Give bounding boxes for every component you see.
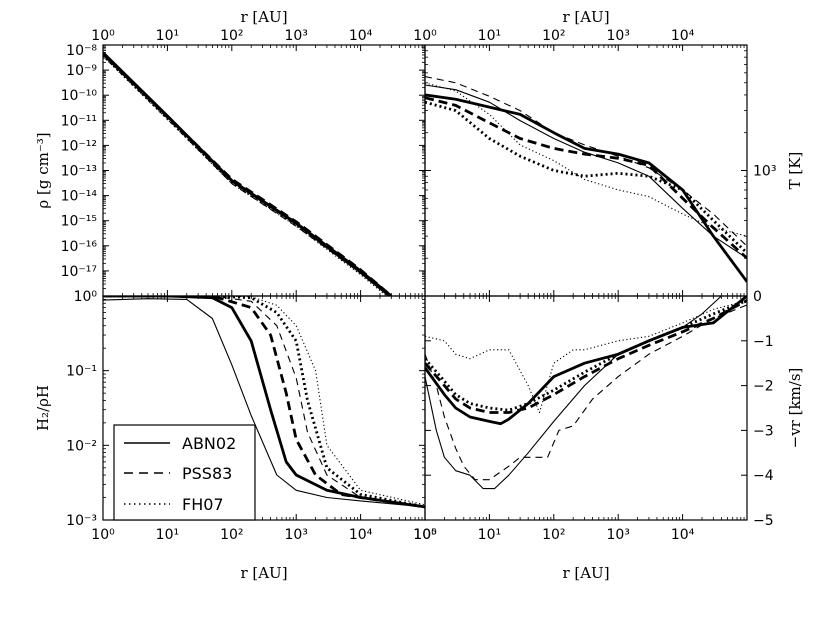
velocity-series-fh07-thin: [425, 299, 747, 414]
h2-fraction-series-pss83-thick: [103, 296, 425, 509]
density-series-pss83-thick: [103, 52, 393, 296]
density-y-tick-label: 10⁻¹⁶: [61, 239, 98, 255]
density-series-group: [103, 51, 393, 296]
velocity-series-fh07-thick: [425, 299, 747, 412]
temperature-series-abn02-thin: [425, 84, 747, 259]
legend-label-pss83: PSS83: [182, 464, 232, 483]
density-y-tick-label: 10⁻¹⁴: [61, 189, 98, 205]
velocity-series-abn02-thin: [425, 296, 747, 490]
temperature-x-top-axis-label: r [AU]: [562, 8, 609, 26]
temperature-frame: [424, 44, 748, 297]
velocity-x-tick-label: 10⁴: [671, 527, 695, 543]
density-series-abn02-thick: [103, 51, 393, 296]
h2-fraction-y-tick-label: 10⁻³: [66, 513, 97, 529]
velocity-series-abn02-thick: [425, 296, 747, 426]
h2-fraction-x-tick-label: 10⁴: [349, 527, 373, 543]
density-y-tick-label: 10⁻¹⁰: [61, 88, 98, 104]
temperature-x-top-tick-label: 10³: [606, 28, 629, 44]
velocity-series-group: [425, 296, 747, 490]
velocity-y-tick-label: 0: [753, 289, 762, 305]
h2-fraction-series-group: [103, 296, 425, 509]
temperature-y-tick-label: 10³: [753, 164, 776, 180]
density-y-tick-label: 10⁻¹¹: [61, 113, 97, 129]
density-x-top-tick-label: 10⁰: [91, 28, 115, 44]
density-y-tick-label: 10⁻¹⁵: [61, 214, 97, 230]
h2-fraction-x-tick-label: 10²: [220, 527, 243, 543]
density-y-tick-label: 10⁻⁹: [66, 63, 97, 79]
velocity-y-tick-label: −1: [753, 334, 774, 350]
velocity-x-tick-label: 10¹: [478, 527, 501, 543]
temperature-x-top-tick-label: 10²: [542, 28, 565, 44]
temperature-series-pss83-thick: [425, 96, 747, 260]
velocity-x-tick-label: 10³: [606, 527, 629, 543]
velocity-x-tick-label: 10²: [542, 527, 565, 543]
legend-label-fh07: FH07: [182, 495, 224, 514]
density-y-axis-label: ρ [g cm⁻³]: [34, 132, 52, 208]
h2-fraction-x-tick-label: 10⁵: [413, 527, 436, 543]
density-y-tick-label: 10⁻¹³: [61, 164, 97, 180]
legend: ABN02 PSS83 FH07: [113, 424, 256, 521]
temperature-series-fh07-thick: [425, 100, 747, 255]
h2-fraction-series-fh07-thick: [103, 296, 425, 509]
plots: 10⁰ 10¹ 10² 10³ 10⁴ 10⁻⁸ 10⁻⁹ 10⁻¹⁰ 10⁻¹¹ 10⁻¹² 10…: [34, 8, 804, 582]
density-series-fh07-thin: [103, 56, 388, 296]
velocity-x-tick-label: 10⁰: [413, 527, 437, 543]
temperature-series-abn02-thick: [425, 93, 747, 283]
h2-fraction-series-abn02-thin: [103, 298, 425, 508]
h2-fraction-series-pss83-thin: [103, 296, 425, 508]
h2-fraction-x-tick-label: 10³: [284, 527, 307, 543]
h2-fraction-y-axis-label: H₂/ρH: [34, 385, 52, 431]
density-y-tick-label: 10⁻¹⁷: [61, 264, 97, 280]
h2-fraction-series-fh07-thin: [103, 296, 425, 506]
velocity-y-tick-label: −3: [753, 423, 774, 439]
density-x-top-tick-label: 10³: [284, 28, 307, 44]
density-x-top-tick-label: 10⁴: [349, 28, 373, 44]
velocity-series-pss83-thin: [425, 304, 747, 481]
velocity-y-tick-label: −2: [753, 379, 774, 395]
temperature-x-top-tick-label: 10⁰: [413, 28, 437, 44]
h2-fraction-series-abn02-thick: [103, 296, 425, 509]
density-x-top-tick-label: 10²: [220, 28, 243, 44]
velocity-y-tick-label: −5: [753, 513, 774, 529]
temperature-series-group: [425, 76, 747, 283]
temperature-x-top-tick-label: 10¹: [478, 28, 501, 44]
temperature-series-fh07-thin: [425, 82, 747, 237]
legend-label-abn02: ABN02: [182, 434, 236, 453]
density-frame: [102, 44, 426, 297]
density-x-top-axis-label: r [AU]: [240, 8, 287, 26]
velocity-y-axis-label: −vr [km/s]: [786, 368, 804, 449]
density-x-top-tick-label: 10¹: [156, 28, 179, 44]
temperature-x-top-tick-label: 10⁴: [671, 28, 695, 44]
legend-box: [113, 424, 256, 521]
temperature-y-axis-label: T [K]: [786, 152, 804, 190]
velocity-series-pss83-thick: [425, 299, 747, 414]
h2-fraction-x-axis-label: r [AU]: [240, 564, 287, 582]
panel-frames: [102, 44, 748, 521]
h2-fraction-x-tick-label: 10⁰: [91, 527, 115, 543]
velocity-frame: [424, 295, 748, 521]
velocity-x-axis-label: r [AU]: [562, 564, 609, 582]
temperature-series-pss83-thin: [425, 76, 747, 247]
density-y-tick-label: 10⁻⁸: [66, 43, 97, 59]
velocity-y-tick-label: −4: [753, 468, 774, 484]
h2-fraction-y-tick-label: 10⁻¹: [66, 364, 97, 380]
density-series-fh07-thick: [103, 54, 393, 296]
h2-fraction-y-tick-label: 10⁰: [74, 289, 98, 305]
h2-fraction-x-tick-label: 10¹: [156, 527, 179, 543]
h2-fraction-y-tick-label: 10⁻²: [66, 438, 97, 454]
density-y-tick-label: 10⁻¹²: [61, 138, 97, 154]
